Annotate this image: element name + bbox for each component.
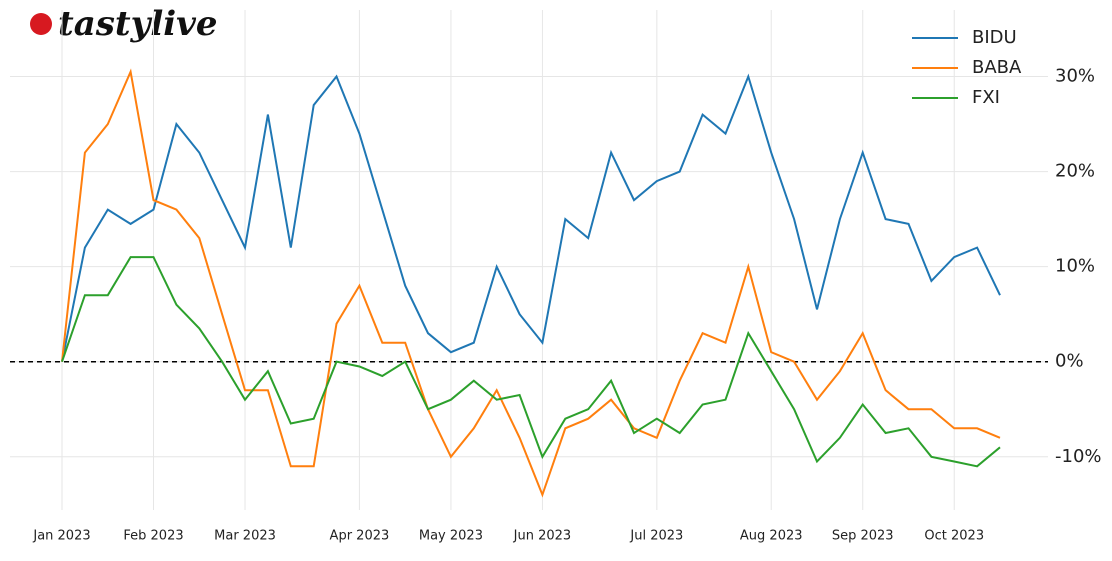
x-tick-label: May 2023 (419, 529, 483, 544)
logo-icon (30, 13, 52, 35)
series-line (61, 256, 1001, 468)
x-tick-label: Jul 2023 (629, 529, 683, 544)
x-tick-label: Mar 2023 (214, 529, 276, 544)
y-tick-label: 0% (1055, 351, 1084, 372)
x-tick-label: Sep 2023 (832, 529, 894, 544)
y-tick-label: 10% (1055, 256, 1095, 277)
x-tick-label: Jun 2023 (513, 529, 572, 544)
x-tick-label: Apr 2023 (330, 529, 390, 544)
x-tick-label: Oct 2023 (924, 529, 984, 544)
legend-label: BABA (972, 57, 1022, 78)
x-tick-label: Jan 2023 (32, 529, 90, 544)
y-tick-label: 20% (1055, 161, 1095, 182)
series-line (61, 73, 1001, 362)
legend-label: FXI (972, 87, 1000, 108)
x-tick-label: Feb 2023 (123, 529, 183, 544)
x-tick-label: Aug 2023 (740, 529, 803, 544)
y-tick-label: 30% (1055, 66, 1095, 87)
series-line (61, 68, 1001, 498)
logo: tastylive (58, 4, 218, 44)
y-tick-label: -10% (1055, 446, 1102, 467)
legend-label: BIDU (972, 27, 1017, 48)
